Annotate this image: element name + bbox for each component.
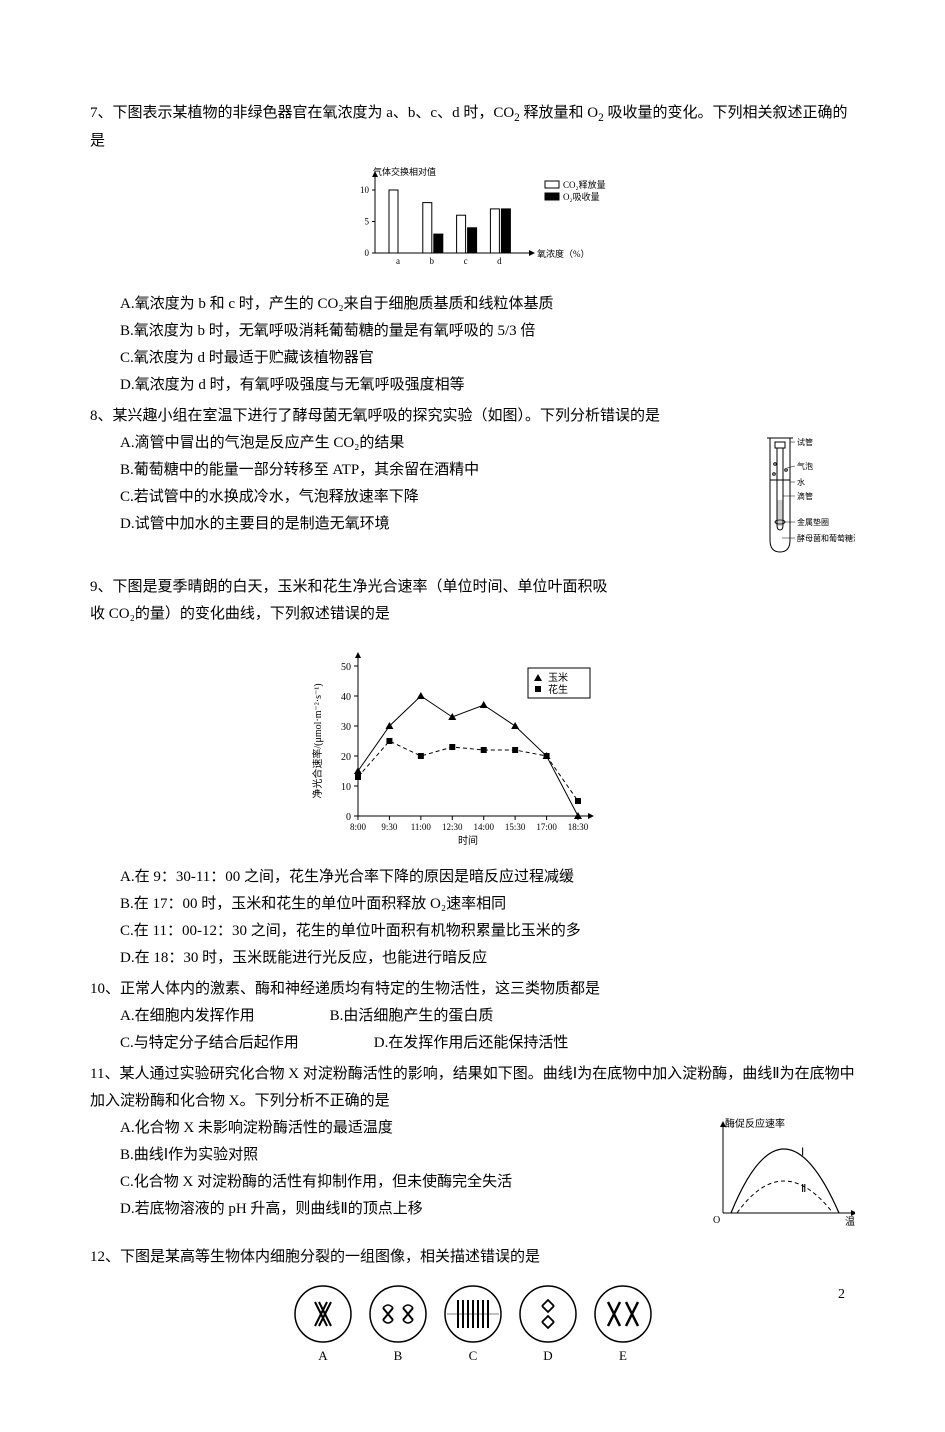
svg-text:C: C [468,1348,477,1363]
svg-text:14:00: 14:00 [473,822,494,832]
q9-stem-b: 收 CO₂的量）的变化曲线，下列叙述错误的是 [90,606,390,622]
svg-text:50: 50 [341,662,351,673]
svg-text:净光合速率/(μmol·m⁻²·s⁻¹): 净光合速率/(μmol·m⁻²·s⁻¹) [311,684,324,799]
svg-text:20: 20 [341,752,351,763]
question-10: 10、正常人体内的激素、酶和神经递质均有特定的生物活性，这三类物质都是 A.在细… [90,976,855,1057]
svg-text:b: b [429,256,434,266]
q11-chart-wrap: 酶促反应速率温度 O Ⅰ Ⅱ [705,1115,855,1240]
q9-opt-d: D.在 18：30 时，玉米既能进行光反应，也能进行暗反应 [120,945,855,972]
q7-stem-a: 7、下图表示某植物的非绿色器官在氧浓度为 a、b、c、d 时，CO [90,105,514,121]
svg-text:B: B [393,1348,402,1363]
q10-opt-d: D.在发挥作用后还能保持活性 [374,1030,569,1057]
svg-text:d: d [497,256,502,266]
q10-opt-b: B.由活细胞产生的蛋白质 [330,1003,494,1030]
q7-stem-b: 释放量和 O [520,105,598,121]
q10-options: A.在细胞内发挥作用 B.由活细胞产生的蛋白质 C.与特定分子结合后起作用 D.… [90,1003,855,1057]
svg-text:9:30: 9:30 [381,822,398,832]
q9-opt-c: C.在 11：00-12：30 之间，花生的单位叶面积有机物积累量比玉米的多 [120,918,855,945]
svg-text:17:00: 17:00 [536,822,557,832]
svg-text:a: a [396,256,400,266]
svg-text:15:30: 15:30 [504,822,525,832]
svg-text:金属垫圈: 金属垫圈 [797,517,829,527]
svg-text:温度: 温度 [845,1215,855,1228]
page-number: 2 [838,1282,845,1307]
svg-text:花生: 花生 [548,683,568,696]
q9-chart-wrap: 010203040508:009:3011:0012:3014:0015:301… [90,636,855,856]
q8-diagram-wrap: 试管气泡水滴管金属垫圈酵母菌和葡萄糖溶液 [760,430,855,570]
q12-diagram-wrap: A B C D E [90,1279,855,1384]
svg-text:c: c [463,256,467,266]
q7-options: A.氧浓度为 b 和 c 时，产生的 CO₂来自于细胞质基质和线粒体基质 B.氧… [90,291,855,399]
svg-text:滴管: 滴管 [797,491,813,501]
svg-text:11:00: 11:00 [410,822,431,832]
svg-text:40: 40 [341,692,351,703]
q9-line-chart: 010203040508:009:3011:0012:3014:0015:301… [303,636,643,846]
svg-text:CO₂释放量: CO₂释放量 [563,179,606,190]
svg-text:酶促反应速率: 酶促反应速率 [725,1117,785,1130]
svg-text:0: 0 [364,248,369,258]
q9-stem: 9、下图是夏季晴朗的白天，玉米和花生净光合速率（单位时间、单位叶面积吸 收 CO… [90,574,855,628]
question-8: 8、某兴趣小组在室温下进行了酵母菌无氧呼吸的探究实验（如图）。下列分析错误的是 … [90,403,855,570]
q10-opt-c: C.与特定分子结合后起作用 [120,1030,299,1057]
svg-text:试管: 试管 [797,437,813,447]
svg-text:气泡: 气泡 [797,461,813,471]
q8-opt-a: A.滴管中冒出的气泡是反应产生 CO₂的结果 [120,430,855,457]
svg-text:酵母菌和葡萄糖溶液: 酵母菌和葡萄糖溶液 [797,533,855,543]
q8-opt-b: B.葡萄糖中的能量一部分转移至 ATP，其余留在酒精中 [120,457,855,484]
question-7: 7、下图表示某植物的非绿色器官在氧浓度为 a、b、c、d 时，CO2 释放量和 … [90,100,855,399]
q8-opt-d: D.试管中加水的主要目的是制造无氧环境 [120,511,855,538]
q9-options: A.在 9：30-11：00 之间，花生净光合率下降的原因是暗反应过程减缓 B.… [90,864,855,972]
svg-text:8:00: 8:00 [349,822,366,832]
question-9: 9、下图是夏季晴朗的白天，玉米和花生净光合速率（单位时间、单位叶面积吸 收 CO… [90,574,855,972]
svg-text:D: D [543,1348,552,1363]
svg-text:18:30: 18:30 [567,822,588,832]
svg-text:10: 10 [360,185,370,195]
q7-chart-wrap: 0 5 10气体交换相对值氧浓度（%） a b c d CO₂释放量O₂吸收量 [90,163,855,283]
svg-text:O₂吸收量: O₂吸收量 [563,191,600,202]
q8-opt-c: C.若试管中的水换成冷水，气泡释放速率下降 [120,484,855,511]
q9-stem-a: 9、下图是夏季晴朗的白天，玉米和花生净光合速率（单位时间、单位叶面积吸 [90,579,608,595]
svg-text:Ⅱ: Ⅱ [801,1183,806,1195]
q8-stem: 8、某兴趣小组在室温下进行了酵母菌无氧呼吸的探究实验（如图）。下列分析错误的是 [90,403,855,430]
svg-text:E: E [619,1348,627,1363]
q9-opt-b: B.在 17：00 时，玉米和花生的单位叶面积释放 O₂速率相同 [120,891,855,918]
svg-text:水: 水 [797,477,805,487]
svg-text:10: 10 [341,782,351,793]
q12-cell-diagrams: A B C D E [283,1279,663,1374]
q11-stem: 11、某人通过实验研究化合物 X 对淀粉酶活性的影响，结果如下图。曲线Ⅰ为在底物… [90,1061,855,1115]
q7-bar-chart: 0 5 10气体交换相对值氧浓度（%） a b c d CO₂释放量O₂吸收量 [333,163,613,273]
svg-text:Ⅰ: Ⅰ [801,1147,804,1159]
q7-opt-c: C.氧浓度为 d 时最适于贮藏该植物器官 [120,345,855,372]
svg-text:O: O [713,1215,720,1226]
q10-opt-a: A.在细胞内发挥作用 [120,1003,255,1030]
svg-text:氧浓度（%）: 氧浓度（%） [537,248,590,259]
svg-text:12:30: 12:30 [442,822,463,832]
q8-options: A.滴管中冒出的气泡是反应产生 CO₂的结果 B.葡萄糖中的能量一部分转移至 A… [90,430,855,538]
question-11: 11、某人通过实验研究化合物 X 对淀粉酶活性的影响，结果如下图。曲线Ⅰ为在底物… [90,1061,855,1240]
q7-opt-b: B.氧浓度为 b 时，无氧呼吸消耗葡萄糖的量是有氧呼吸的 5/3 倍 [120,318,855,345]
q10-stem: 10、正常人体内的激素、酶和神经递质均有特定的生物活性，这三类物质都是 [90,976,855,1003]
svg-text:玉米: 玉米 [548,671,568,684]
svg-text:A: A [318,1348,328,1363]
q7-stem: 7、下图表示某植物的非绿色器官在氧浓度为 a、b、c、d 时，CO2 释放量和 … [90,105,848,149]
svg-text:时间: 时间 [458,834,478,846]
q9-opt-a: A.在 9：30-11：00 之间，花生净光合率下降的原因是暗反应过程减缓 [120,864,855,891]
svg-text:气体交换相对值: 气体交换相对值 [373,166,436,177]
q7-opt-a: A.氧浓度为 b 和 c 时，产生的 CO₂来自于细胞质基质和线粒体基质 [120,291,855,318]
q8-tube-diagram: 试管气泡水滴管金属垫圈酵母菌和葡萄糖溶液 [760,430,855,560]
q7-opt-d: D.氧浓度为 d 时，有氧呼吸强度与无氧呼吸强度相等 [120,372,855,399]
svg-text:30: 30 [341,722,351,733]
svg-text:5: 5 [364,217,369,227]
q11-curve-chart: 酶促反应速率温度 O Ⅰ Ⅱ [705,1115,855,1230]
q12-stem: 12、下图是某高等生物体内细胞分裂的一组图像，相关描述错误的是 [90,1244,855,1271]
question-12: 12、下图是某高等生物体内细胞分裂的一组图像，相关描述错误的是 A B C D E [90,1244,855,1384]
